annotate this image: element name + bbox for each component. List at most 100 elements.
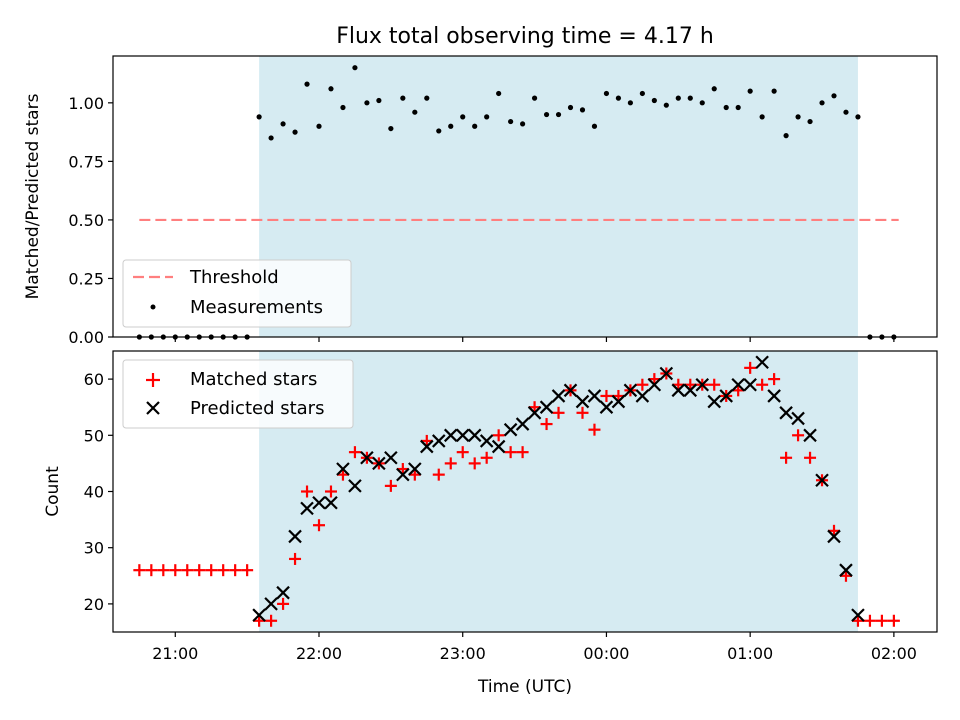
matched-star-marker (612, 389, 625, 402)
matched-star-marker (301, 485, 314, 498)
matched-star-marker (851, 614, 864, 627)
chart-title: Flux total observing time = 4.17 h (336, 24, 714, 49)
predicted-legend-label: Predicted stars (190, 398, 324, 419)
measurement-point (508, 118, 514, 125)
matched-star-marker (863, 614, 876, 627)
ratio-y-axis-label: Matched/Predicted stars (23, 93, 43, 299)
predicted-star-marker (479, 434, 494, 448)
matched-star-marker (516, 446, 529, 459)
measurement-point (376, 97, 382, 104)
count-y-ticks: 20 30 40 50 60 (84, 370, 113, 614)
ratio-y-tick-label: 0.00 (68, 328, 104, 347)
measurement-point (675, 95, 681, 101)
predicted-star-marker (815, 473, 829, 488)
matched-star-marker (265, 614, 278, 627)
count-y-tick-label: 20 (84, 595, 104, 614)
measurement-point (412, 109, 418, 115)
predicted-star-marker (408, 462, 422, 476)
predicted-star-marker (396, 467, 410, 482)
predicted-star-marker (288, 529, 302, 544)
matched-star-marker (133, 564, 146, 577)
matched-star-marker (828, 524, 840, 537)
matched-star-marker (157, 564, 170, 577)
measurement-point (747, 88, 753, 94)
matched-star-marker (839, 569, 852, 582)
predicted-star-marker (851, 608, 865, 622)
count-x-tick-label: 21:00 (152, 644, 198, 663)
matched-star-marker (384, 479, 397, 492)
measurement-point (627, 100, 633, 106)
predicted-star-marker (372, 456, 386, 471)
measurement-point (316, 123, 322, 129)
measurements-legend-label: Measurements (190, 297, 323, 318)
ratio-plot-frame (112, 55, 938, 338)
matched-star-marker (456, 446, 469, 459)
measurement-point (472, 123, 478, 129)
predicted-star-marker (791, 411, 805, 426)
matched-star-marker (648, 373, 661, 386)
measurement-point (292, 129, 298, 135)
measurement-point (639, 90, 645, 97)
measurement-point (555, 111, 562, 118)
measurement-point (328, 86, 334, 92)
measurement-point (795, 114, 801, 120)
predicted-star-marker (384, 451, 398, 465)
measurement-point (352, 65, 358, 71)
matched-star-marker (229, 564, 242, 577)
predicted-star-marker (695, 377, 710, 392)
matched-star-marker (169, 564, 182, 577)
count-y-tick-label: 30 (84, 539, 104, 558)
predicted-star-marker (467, 428, 482, 443)
count-x-tick-label: 00:00 (583, 644, 629, 663)
matched-star-marker (504, 446, 517, 459)
matched-star-marker (780, 451, 793, 464)
matched-star-marker (181, 564, 194, 577)
measurement-point (711, 86, 717, 92)
measurement-point (340, 104, 346, 111)
matched-star-marker (492, 429, 505, 442)
matched-star-marker (193, 564, 206, 577)
measurement-point (807, 118, 813, 125)
predicted-star-marker (683, 383, 698, 398)
matched-star-marker (480, 451, 493, 464)
predicted-star-marker (503, 422, 518, 437)
predicted-star-marker (839, 563, 853, 577)
count-x-tick-label: 01:00 (727, 644, 773, 663)
count-x-ticks: 21:00 22:00 23:00 00:00 01:00 02:00 (152, 632, 917, 663)
ratio-y-tick-label: 0.75 (68, 152, 104, 171)
measurement-point (256, 114, 262, 120)
matched-star-marker (576, 406, 589, 419)
ratio-y-tick-label: 0.50 (68, 211, 104, 230)
matched-star-marker (804, 451, 817, 464)
predicted-star-marker (803, 428, 817, 443)
ratio-legend: Threshold Measurements (122, 259, 352, 328)
predicted-star-marker (707, 394, 722, 409)
measurement-point (484, 114, 490, 120)
predicted-star-marker (527, 406, 542, 420)
predicted-star-marker (276, 585, 290, 600)
measurement-point (603, 90, 610, 97)
predicted-star-marker (719, 389, 733, 403)
ratio-y-tick-label: 1.00 (68, 94, 104, 113)
matched-star-marker (336, 468, 349, 481)
measurement-point (651, 97, 657, 104)
ratio-y-tick-label: 0.25 (68, 269, 104, 288)
count-y-axis-label: Count (43, 466, 63, 517)
count-legend: Matched stars Predicted stars (122, 359, 354, 429)
matched-star-marker (205, 564, 218, 577)
predicted-legend-swatch (146, 401, 160, 415)
predicted-star-marker (539, 400, 554, 414)
measurement-point (436, 128, 442, 134)
observing-interval-shade (259, 56, 858, 337)
predicted-star-marker (779, 406, 793, 420)
ratio-x-ticks (174, 337, 895, 342)
matched-star-marker (241, 564, 254, 577)
count-y-tick-label: 50 (84, 426, 104, 445)
matched-star-marker (552, 406, 565, 419)
matched-legend-swatch (146, 373, 160, 387)
matched-star-marker (744, 361, 757, 374)
measurement-point (448, 123, 454, 129)
matched-star-marker (420, 434, 433, 447)
measurement-point (591, 123, 598, 129)
